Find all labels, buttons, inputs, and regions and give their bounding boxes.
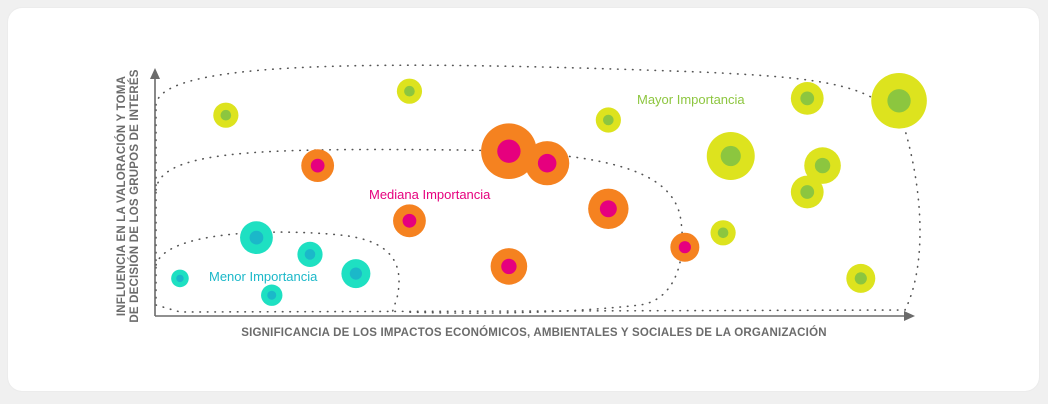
bubble-core-mayor-importancia-8 — [717, 227, 729, 239]
bubble-core-mayor-importancia-1 — [404, 85, 415, 97]
bubble-core-mayor-importancia-7 — [800, 185, 815, 199]
bubble-core-menor-importancia-1 — [304, 249, 316, 260]
chart-card — [8, 8, 1039, 391]
bubble-core-menor-importancia-3 — [176, 274, 184, 283]
bubble-core-mediana-importancia-0 — [310, 158, 325, 173]
zone-label-mediana: Mediana Importancia — [369, 187, 491, 202]
bubble-core-menor-importancia-4 — [267, 290, 277, 300]
bubble-core-mayor-importancia-5 — [887, 89, 911, 113]
bubble-core-menor-importancia-2 — [349, 267, 362, 280]
bubble-core-mediana-importancia-5 — [678, 241, 691, 254]
bubble-core-mayor-importancia-6 — [814, 157, 831, 174]
bubble-core-mayor-importancia-2 — [603, 114, 614, 126]
zone-label-menor: Menor Importancia — [209, 269, 318, 284]
bubble-core-mediana-importancia-4 — [599, 200, 617, 218]
x-axis-arrow — [904, 311, 915, 321]
bubble-core-menor-importancia-0 — [249, 230, 264, 245]
axes — [150, 68, 915, 321]
y-axis-arrow — [150, 68, 160, 79]
bubble-core-mayor-importancia-3 — [720, 145, 741, 167]
y-axis-label-line2: DE DECISIÓN DE LOS GRUPOS DE INTERÉS — [128, 69, 141, 322]
x-axis-label: SIGNIFICANCIA DE LOS IMPACTOS ECONÓMICOS… — [241, 326, 826, 339]
bubble-core-mediana-importancia-3 — [402, 213, 417, 228]
bubble-core-mediana-importancia-6 — [501, 258, 517, 275]
zone-label-mayor: Mayor Importancia — [637, 92, 745, 107]
zone-boundaries — [155, 64, 921, 314]
bubble-core-mayor-importancia-0 — [220, 109, 232, 121]
bubble-core-mediana-importancia-1 — [497, 139, 521, 163]
y-axis-label-line1: INFLUENCIA EN LA VALORACIÓN Y TOMA — [115, 76, 128, 316]
bubble-core-mayor-importancia-4 — [800, 91, 815, 106]
bubble-core-mayor-importancia-9 — [854, 272, 867, 285]
bubble-core-mediana-importancia-2 — [537, 153, 557, 173]
zone-boundary-mayor — [155, 64, 921, 313]
bubbles — [171, 73, 927, 306]
